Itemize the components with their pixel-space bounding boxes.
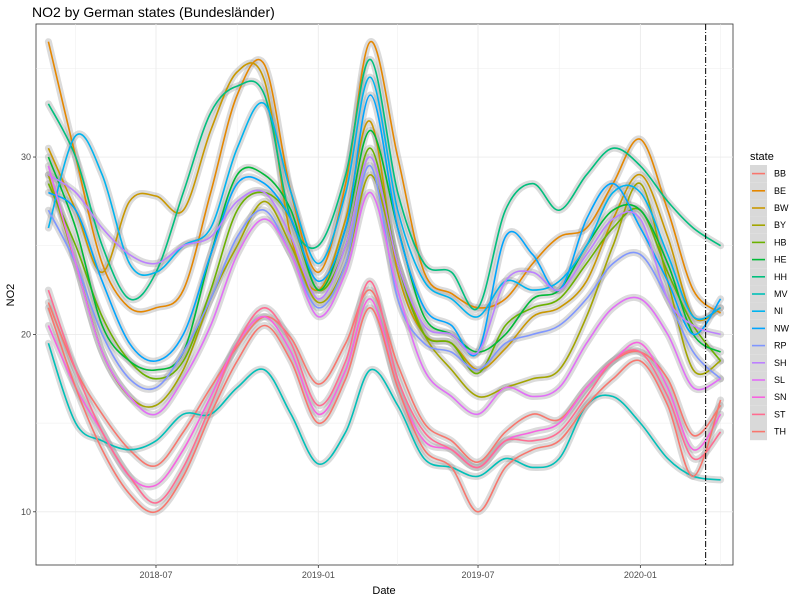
series-line-HH (47, 58, 722, 311)
series-line-RP (47, 165, 722, 391)
legend-label-BB: BB (774, 169, 786, 179)
legend-label-NW: NW (774, 323, 789, 333)
x-tick-label: 2019-07 (462, 570, 495, 580)
legend-label-RP: RP (774, 341, 787, 351)
x-tick-label: 2020-01 (624, 570, 657, 580)
x-tick-label: 2018-07 (139, 570, 172, 580)
tick-layer: 10 20 30 2018-07 2019-01 2019-07 2020-01 (21, 152, 657, 580)
legend-label-SH: SH (774, 358, 787, 368)
series-line-BY (47, 173, 722, 408)
x-axis-title: Date (372, 585, 395, 597)
legend-label-BY: BY (774, 220, 786, 230)
legend-label-HB: HB (774, 237, 787, 247)
y-axis-title: NO2 (5, 284, 17, 307)
legend-label-BE: BE (774, 186, 786, 196)
series-line-ST (47, 280, 722, 504)
legend-label-HE: HE (774, 255, 787, 265)
legend-label-SL: SL (774, 375, 785, 385)
series-line-NI (47, 76, 721, 321)
series-line-HE (47, 129, 722, 372)
series-line-BE (47, 40, 722, 314)
series-line-NW (47, 94, 722, 363)
legend-label-ST: ST (774, 409, 786, 419)
legend-label-NI: NI (774, 306, 783, 316)
series-line-SL (47, 165, 721, 416)
chart-title: NO2 by German states (Bundesländer) (32, 4, 275, 20)
legend-label-HH: HH (774, 272, 787, 282)
series-line-SH (47, 156, 721, 355)
y-tick-label: 20 (21, 329, 31, 339)
series-line-BW (47, 62, 722, 371)
legend-label-BW: BW (774, 203, 789, 213)
legend-label-SN: SN (774, 392, 787, 402)
y-tick-label: 30 (21, 152, 31, 162)
legend-label-TH: TH (774, 427, 786, 437)
line-layer (47, 40, 722, 514)
y-tick-label: 10 (21, 507, 31, 517)
legend: BB BE BW BY HB HE HH MV NI NW RP SH SL SN ST TH (750, 165, 789, 441)
legend-label-MV: MV (774, 289, 788, 299)
series-line-HB (47, 147, 722, 380)
series-line-MV (47, 343, 721, 481)
legend-title: state (750, 151, 774, 163)
x-tick-label: 2019-01 (302, 570, 335, 580)
series-line-TH (47, 307, 722, 514)
